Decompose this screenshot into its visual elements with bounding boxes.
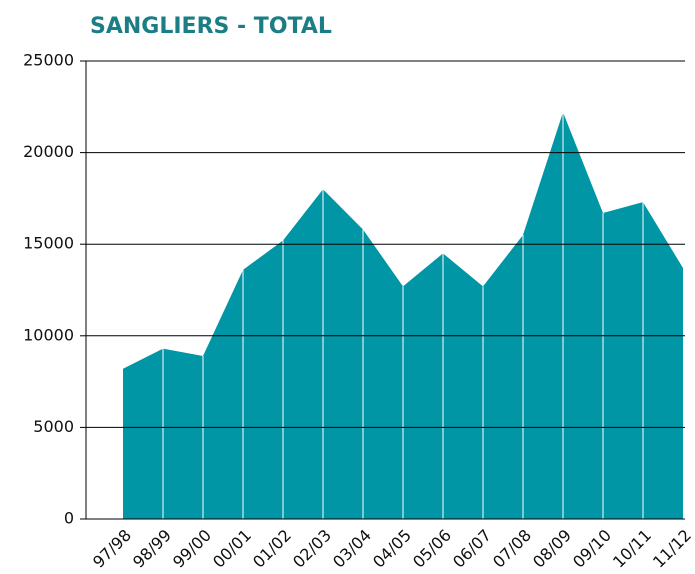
x-tick-label: 03/04 <box>329 526 375 572</box>
x-tick-label: 11/12 <box>649 526 695 572</box>
x-tick-label: 08/09 <box>529 526 575 572</box>
x-tick-label: 04/05 <box>369 526 415 572</box>
y-tick-label: 5000 <box>33 417 74 436</box>
x-tick-label: 98/99 <box>129 526 175 572</box>
x-tick-label: 06/07 <box>449 526 495 572</box>
chart-title: SANGLIERS - TOTAL <box>90 14 332 39</box>
y-tick-label: 15000 <box>23 234 74 253</box>
y-tick-label: 10000 <box>23 325 74 344</box>
y-tick-label: 20000 <box>23 142 74 161</box>
x-tick-label: 97/98 <box>89 526 135 572</box>
y-tick-label: 25000 <box>23 51 74 70</box>
x-tick-label: 00/01 <box>209 526 255 572</box>
x-tick-label: 09/10 <box>569 526 615 572</box>
x-tick-label: 02/03 <box>289 526 335 572</box>
x-tick-label: 99/00 <box>169 526 215 572</box>
x-tick-label: 01/02 <box>249 526 295 572</box>
x-tick-label: 07/08 <box>489 526 535 572</box>
x-tick-label: 10/11 <box>609 526 655 572</box>
x-tick-label: 05/06 <box>409 526 455 572</box>
y-tick-label: 0 <box>64 509 74 528</box>
